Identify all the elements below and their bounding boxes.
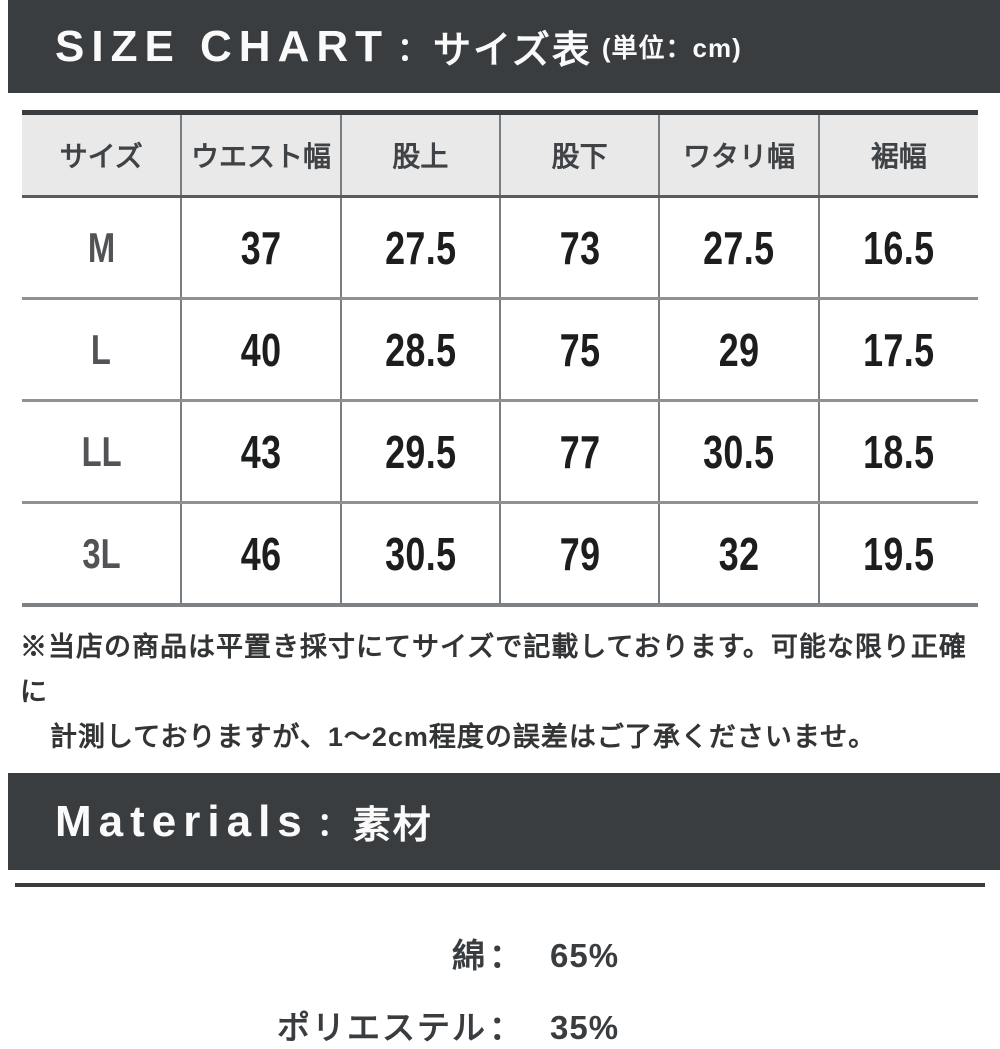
size-chart-title-ja: サイズ表: [433, 30, 592, 72]
materials-header-bar: Materials ： 素材: [8, 773, 1000, 870]
column-header-thigh: ワタリ幅: [658, 112, 819, 198]
size-table: サイズ ウエスト幅 股上 股下 ワタリ幅 裾幅 M 37 27.5 73 27.…: [22, 110, 978, 607]
material-row-cotton: 綿 ： 65%: [0, 929, 668, 977]
value-cell: 73: [559, 221, 600, 274]
size-cell: M: [87, 223, 115, 271]
size-table-header-row: サイズ ウエスト幅 股上 股下 ワタリ幅 裾幅: [22, 112, 978, 198]
materials-title-separator: ：: [316, 805, 349, 842]
material-value: 35%: [550, 1009, 620, 1046]
size-chart-header-bar: SIZE CHART ： サイズ表 (単位：cm): [8, 0, 1000, 93]
table-row: 3L 46 30.5 79 32 19.5: [22, 502, 978, 607]
table-row: LL 43 29.5 77 30.5 18.5: [22, 400, 978, 504]
materials-title-ja: 素材: [352, 805, 433, 847]
column-header-hem: 裾幅: [817, 112, 978, 198]
value-cell: 19.5: [863, 527, 935, 580]
value-cell: 17.5: [863, 323, 935, 376]
note-line-1: ※当店の商品は平置き採寸にてサイズで記載しております。可能な限り正確に: [20, 632, 967, 707]
materials-list: 綿 ： 65% ポリエステル ： 35%: [0, 929, 668, 1049]
value-cell: 27.5: [703, 221, 775, 274]
material-row-polyester: ポリエステル ： 35%: [0, 1001, 668, 1049]
measurement-note: ※当店の商品は平置き採寸にてサイズで記載しております。可能な限り正確に 計測して…: [20, 625, 982, 760]
value-cell: 46: [240, 527, 282, 580]
value-cell: 40: [240, 323, 282, 376]
size-cell: 3L: [82, 529, 121, 577]
size-cell: L: [91, 325, 112, 373]
note-line-2: 計測しておりますが、1〜2cm程度の誤差はご了承くださいませ。: [50, 722, 877, 752]
materials-divider-rule: [15, 883, 985, 887]
value-cell: 27.5: [384, 221, 457, 274]
material-colon: ：: [489, 1009, 524, 1046]
value-cell: 30.5: [703, 425, 775, 478]
value-cell: 32: [718, 527, 760, 580]
column-header-size: サイズ: [22, 112, 182, 198]
materials-title-en: Materials: [55, 796, 309, 846]
value-cell: 37: [240, 221, 282, 274]
material-colon: ：: [489, 937, 524, 974]
table-row: M 37 27.5 73 27.5 16.5: [22, 196, 978, 300]
value-cell: 29: [718, 323, 760, 376]
size-chart-title-separator: ：: [397, 30, 430, 67]
material-label: 綿: [452, 937, 487, 974]
column-header-waist: ウエスト幅: [180, 112, 341, 198]
size-cell: LL: [81, 427, 122, 475]
value-cell: 18.5: [863, 425, 935, 478]
column-header-inseam: 股下: [498, 112, 660, 198]
material-label: ポリエステル: [277, 1009, 487, 1046]
value-cell: 29.5: [384, 425, 457, 478]
value-cell: 75: [559, 323, 600, 376]
value-cell: 77: [559, 425, 600, 478]
size-table-header: サイズ ウエスト幅 股上 股下 ワタリ幅 裾幅: [22, 112, 978, 198]
value-cell: 30.5: [384, 527, 457, 580]
value-cell: 28.5: [384, 323, 457, 376]
size-chart-unit-label: (単位：cm): [601, 33, 742, 63]
size-chart-title-en: SIZE CHART: [55, 21, 389, 71]
value-cell: 43: [240, 425, 282, 478]
material-value: 65%: [550, 937, 620, 974]
table-row: L 40 28.5 75 29 17.5: [22, 298, 978, 402]
column-header-rise: 股上: [339, 112, 500, 198]
value-cell: 79: [559, 527, 600, 580]
value-cell: 16.5: [863, 221, 935, 274]
